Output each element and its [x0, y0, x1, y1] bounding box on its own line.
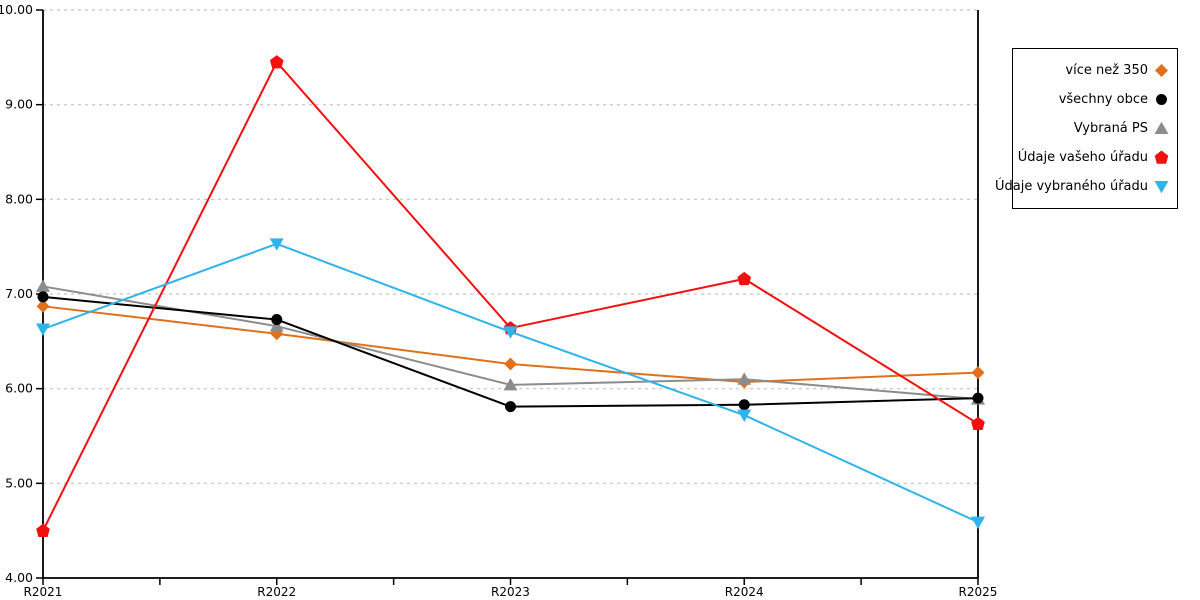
y-tick-label: 8.00: [5, 191, 33, 206]
pentagon-icon: [1154, 150, 1169, 164]
x-tick-label: R2021: [24, 585, 63, 599]
triangle-down-data-point-icon: [269, 238, 284, 251]
pentagon-data-point-icon: [36, 523, 50, 537]
circle-data-point-icon: [505, 401, 516, 413]
legend-item-label: Údaje vybraného úřadu: [994, 179, 1148, 194]
triangle-down-data-point-icon: [737, 409, 752, 422]
diamond-data-point-icon: [504, 357, 517, 371]
triangle-down-data-point-icon: [503, 326, 518, 339]
circle-data-point-icon: [37, 291, 49, 303]
legend-item-label: Údaje vašeho úřadu: [1017, 150, 1148, 165]
diamond-data-point-icon: [36, 299, 50, 313]
legend-item: všechny obce: [1019, 85, 1169, 114]
triangle-down-icon: [1154, 181, 1169, 194]
y-tick-label: 4.00: [5, 570, 33, 585]
legend-item: Vybraná PS: [1019, 114, 1169, 143]
triangle-up-data-point-icon: [737, 372, 752, 385]
circle-data-point-icon: [738, 399, 750, 411]
x-tick-label: R2023: [491, 585, 530, 599]
x-tick-label: R2025: [959, 585, 998, 599]
legend-item: Údaje vybraného úřadu: [995, 172, 1169, 201]
pentagon-data-point-icon: [269, 55, 284, 69]
pentagon-data-point-icon: [971, 416, 985, 430]
series-line: [42, 305, 979, 384]
legend-item: více než 350: [1019, 56, 1169, 85]
triangle-up-icon: [1154, 121, 1169, 134]
triangle-up-data-point-icon: [269, 319, 284, 332]
triangle-up-data-point-icon: [36, 279, 50, 292]
triangle-down-data-point-icon: [971, 516, 985, 529]
x-tick-label: R2022: [257, 585, 296, 599]
chart-legend: více než 350 všechny obce Vybraná PS Údaje …: [995, 48, 1178, 209]
circle-data-point-icon: [271, 314, 283, 326]
legend-item-label: Vybraná PS: [1073, 121, 1148, 136]
y-tick-label: 5.00: [5, 475, 33, 490]
legend-item-label: všechny obce: [1058, 92, 1148, 107]
circle-data-point-icon: [972, 392, 984, 404]
y-tick-label: 7.00: [5, 286, 33, 301]
y-tick-label: 9.00: [5, 97, 33, 112]
triangle-down-data-point-icon: [36, 323, 50, 336]
pentagon-data-point-icon: [737, 271, 752, 286]
y-tick-label: 10.00: [0, 2, 33, 17]
diamond-icon: [1155, 64, 1168, 77]
diamond-data-point-icon: [971, 366, 985, 380]
x-tick-label: R2024: [725, 585, 764, 599]
legend-item: Údaje vašeho úřadu: [1017, 143, 1169, 172]
y-tick-label: 6.00: [5, 381, 33, 396]
series-line: [42, 61, 979, 532]
circle-icon: [1156, 94, 1167, 105]
triangle-up-data-point-icon: [503, 378, 518, 391]
legend-item-label: více než 350: [1065, 63, 1148, 78]
